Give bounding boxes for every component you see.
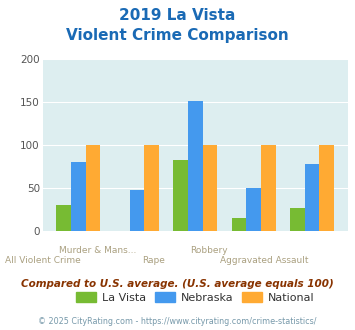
- Text: 2019 La Vista: 2019 La Vista: [119, 8, 236, 23]
- Bar: [261, 145, 275, 231]
- Bar: [130, 190, 144, 231]
- Bar: [173, 160, 188, 231]
- Bar: [144, 145, 159, 231]
- Bar: [86, 145, 100, 231]
- Bar: [290, 208, 305, 231]
- Legend: La Vista, Nebraska, National: La Vista, Nebraska, National: [72, 288, 318, 308]
- Bar: [188, 101, 203, 231]
- Bar: [203, 145, 217, 231]
- Bar: [246, 188, 261, 231]
- Text: Aggravated Assault: Aggravated Assault: [220, 256, 309, 265]
- Bar: [305, 164, 320, 231]
- Bar: [56, 205, 71, 231]
- Text: Robbery: Robbery: [190, 246, 228, 255]
- Text: © 2025 CityRating.com - https://www.cityrating.com/crime-statistics/: © 2025 CityRating.com - https://www.city…: [38, 317, 317, 326]
- Bar: [232, 218, 246, 231]
- Text: Violent Crime Comparison: Violent Crime Comparison: [66, 28, 289, 43]
- Text: All Violent Crime: All Violent Crime: [5, 256, 81, 265]
- Bar: [71, 162, 86, 231]
- Text: Rape: Rape: [142, 256, 165, 265]
- Text: Compared to U.S. average. (U.S. average equals 100): Compared to U.S. average. (U.S. average …: [21, 279, 334, 289]
- Bar: [320, 145, 334, 231]
- Text: Murder & Mans...: Murder & Mans...: [59, 246, 137, 255]
